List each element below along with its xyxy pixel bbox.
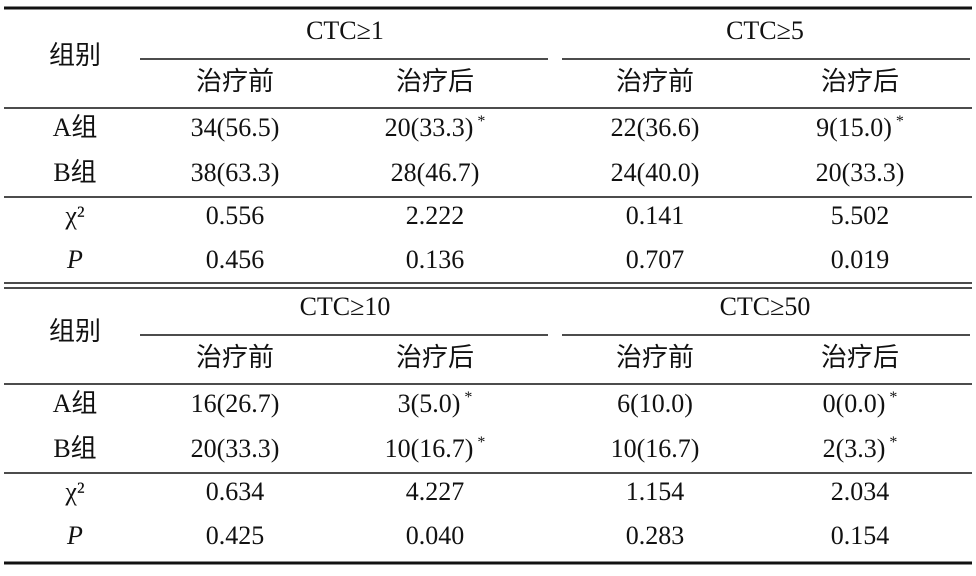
cell: 0.040 <box>406 521 465 550</box>
cell-text: 4.227 <box>406 477 465 506</box>
cell-mark: * <box>889 434 897 451</box>
cell: 4.227 <box>406 477 465 506</box>
sub-header: 治疗后 <box>821 67 899 96</box>
sub-header: 治疗前 <box>196 343 274 372</box>
cell: 1.154 <box>626 477 685 506</box>
cell: 0.707 <box>626 245 685 274</box>
cell: 0.456 <box>206 245 265 274</box>
row-label: B组 <box>53 434 96 463</box>
cell: 0.425 <box>206 521 265 550</box>
cell-text: 28(46.7) <box>391 158 480 187</box>
row-label: A组 <box>53 389 98 418</box>
sub-header: 治疗后 <box>821 343 899 372</box>
cell-text: 34(56.5) <box>191 113 280 142</box>
cell: 0.556 <box>206 201 265 230</box>
cell: 22(36.6) <box>611 113 700 142</box>
cell-text: 20(33.3) <box>191 434 280 463</box>
cell: 16(26.7) <box>191 389 280 418</box>
row-label: χ² <box>64 201 85 230</box>
cell-text: 0.456 <box>206 245 265 274</box>
cell: 3(5.0) * <box>398 389 473 418</box>
cell-text: 0(0.0) <box>823 389 886 418</box>
row-label: P <box>66 245 83 274</box>
cell-text: 2(3.3) <box>823 434 886 463</box>
group-header: CTC≥1 <box>306 16 384 45</box>
cell-text: 0.040 <box>406 521 465 550</box>
cell: 0.154 <box>831 521 890 550</box>
cell: 38(63.3) <box>191 158 280 187</box>
cell-text: 20(33.3) <box>385 113 474 142</box>
cell: 24(40.0) <box>611 158 700 187</box>
cell: 0.019 <box>831 245 890 274</box>
cell-mark: * <box>896 113 904 130</box>
cell: 20(33.3) <box>816 158 905 187</box>
sub-header: 治疗后 <box>396 343 474 372</box>
cell: 28(46.7) <box>391 158 480 187</box>
cell-text: 0.283 <box>626 521 685 550</box>
cell-text: 38(63.3) <box>191 158 280 187</box>
cell: 0.283 <box>626 521 685 550</box>
cell: 0(0.0) * <box>823 389 898 418</box>
row-header: 组别 <box>49 317 101 346</box>
cell-text: 0.141 <box>626 201 685 230</box>
cell-mark: * <box>889 389 897 406</box>
cell-mark: * <box>477 434 485 451</box>
group-header: CTC≥5 <box>726 16 804 45</box>
cell-text: 0.425 <box>206 521 265 550</box>
cell: 6(10.0) <box>617 389 693 418</box>
cell-text: 0.634 <box>206 477 265 506</box>
cell-text: 10(16.7) <box>611 434 700 463</box>
cell: 0.141 <box>626 201 685 230</box>
group-header: CTC≥50 <box>720 292 811 321</box>
cell-text: 9(15.0) <box>816 113 892 142</box>
cell-text: 10(16.7) <box>385 434 474 463</box>
cell-text: 0.136 <box>406 245 465 274</box>
cell-text: 2.034 <box>831 477 890 506</box>
cell: 5.502 <box>831 201 890 230</box>
row-label: P <box>66 521 83 550</box>
cell-text: 0.154 <box>831 521 890 550</box>
cell-mark: * <box>464 389 472 406</box>
cell: 0.136 <box>406 245 465 274</box>
cell-text: 0.707 <box>626 245 685 274</box>
sub-header: 治疗前 <box>616 67 694 96</box>
cell: 0.634 <box>206 477 265 506</box>
cell-text: 2.222 <box>406 201 465 230</box>
cell: 20(33.3) <box>191 434 280 463</box>
cell-text: 24(40.0) <box>611 158 700 187</box>
sub-header: 治疗前 <box>616 343 694 372</box>
cell-text: 3(5.0) <box>398 389 461 418</box>
cell-text: 0.019 <box>831 245 890 274</box>
row-header: 组别 <box>49 41 101 70</box>
sub-header: 治疗前 <box>196 67 274 96</box>
cell-text: 22(36.6) <box>611 113 700 142</box>
cell: 10(16.7) <box>611 434 700 463</box>
cell-text: 5.502 <box>831 201 890 230</box>
cell-text: 1.154 <box>626 477 685 506</box>
cell-text: 20(33.3) <box>816 158 905 187</box>
cell: 20(33.3) * <box>385 113 486 142</box>
cell-text: 6(10.0) <box>617 389 693 418</box>
cell: 2(3.3) * <box>823 434 898 463</box>
cell-text: 0.556 <box>206 201 265 230</box>
row-label: B组 <box>53 158 96 187</box>
cell: 2.034 <box>831 477 890 506</box>
row-label: A组 <box>53 113 98 142</box>
row-label: χ² <box>64 477 85 506</box>
cell: 2.222 <box>406 201 465 230</box>
cell-text: 16(26.7) <box>191 389 280 418</box>
cell: 10(16.7) * <box>385 434 486 463</box>
cell: 34(56.5) <box>191 113 280 142</box>
group-header: CTC≥10 <box>300 292 391 321</box>
sub-header: 治疗后 <box>396 67 474 96</box>
cell-mark: * <box>477 113 485 130</box>
cell: 9(15.0) * <box>816 113 904 142</box>
